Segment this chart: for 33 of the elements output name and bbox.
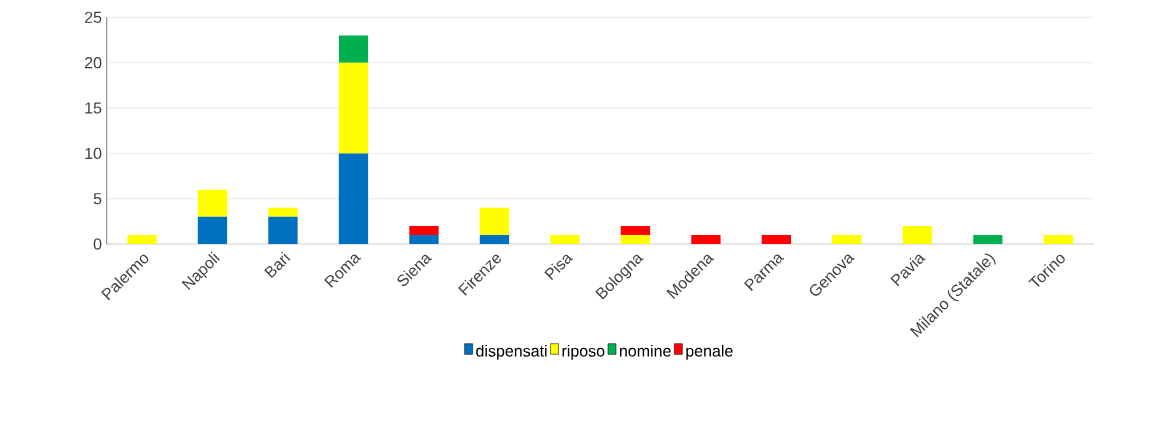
legend-label: nomine bbox=[620, 345, 671, 357]
bar bbox=[479, 207, 510, 236]
bar bbox=[197, 216, 228, 245]
legend-label: riposo bbox=[562, 345, 605, 360]
y-tick-label: 25 bbox=[84, 11, 102, 24]
bar bbox=[338, 153, 369, 245]
legend-label: penale bbox=[686, 345, 733, 360]
bar bbox=[127, 235, 157, 245]
bar bbox=[1043, 235, 1074, 245]
y-tick-label: 15 bbox=[85, 102, 102, 114]
bar bbox=[409, 226, 439, 236]
bar bbox=[268, 207, 298, 217]
bar bbox=[338, 62, 369, 154]
bar bbox=[761, 235, 792, 245]
bar bbox=[409, 235, 439, 245]
x-tick-label: Bari bbox=[264, 251, 291, 279]
bar bbox=[973, 235, 1003, 245]
bar bbox=[902, 226, 933, 245]
bar bbox=[620, 235, 651, 245]
y-tick-label: 5 bbox=[93, 193, 102, 205]
bar bbox=[620, 226, 651, 236]
y-tick-label: 10 bbox=[85, 147, 102, 160]
bar bbox=[479, 235, 510, 245]
bar bbox=[550, 235, 580, 245]
y-tick-label: 0 bbox=[93, 238, 102, 250]
legend-label: dispensati bbox=[476, 345, 547, 360]
bar bbox=[691, 235, 721, 245]
bar bbox=[832, 235, 862, 245]
bar bbox=[268, 216, 298, 245]
bar bbox=[197, 189, 228, 217]
x-tick-label: Pisa bbox=[544, 254, 574, 281]
y-tick-label: 20 bbox=[84, 57, 102, 69]
bar bbox=[338, 35, 369, 63]
